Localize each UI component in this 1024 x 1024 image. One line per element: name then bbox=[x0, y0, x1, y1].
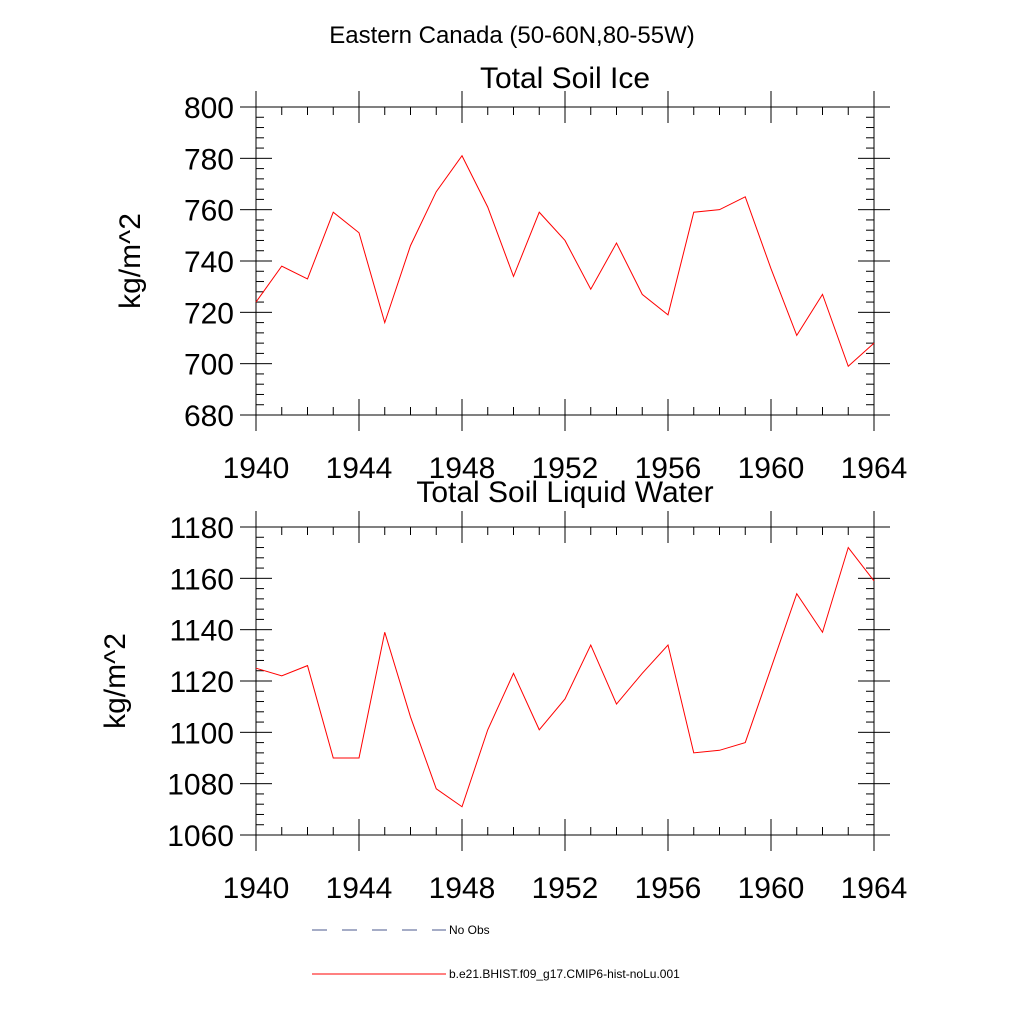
figure-title: Eastern Canada (50-60N,80-55W) bbox=[329, 22, 695, 49]
panel-title: Total Soil Ice bbox=[480, 62, 650, 95]
y-axis-label: kg/m^2 bbox=[99, 633, 132, 729]
y-tick-label: 700 bbox=[184, 349, 234, 382]
x-tick-label: 1960 bbox=[738, 872, 805, 905]
plot-frame bbox=[255, 106, 875, 416]
y-tick-label: 680 bbox=[184, 400, 234, 433]
x-tick-label: 1948 bbox=[429, 452, 496, 485]
x-tick-label: 1948 bbox=[429, 872, 496, 905]
panel-total-soil-liquid-water: Total Soil Liquid Water kg/m^2 1940 1944 194… bbox=[99, 476, 907, 905]
x-tick-label: 1964 bbox=[841, 452, 908, 485]
x-tick-label: 1944 bbox=[326, 872, 393, 905]
x-tick-label: 1940 bbox=[223, 452, 290, 485]
y-tick-label: 1140 bbox=[169, 615, 234, 648]
y-tick-label: 1160 bbox=[169, 563, 234, 596]
y-tick-label: 1180 bbox=[169, 512, 234, 545]
y-tick-label: 740 bbox=[184, 246, 234, 279]
y-tick-label: 1120 bbox=[169, 666, 234, 699]
legend-label-model: b.e21.BHIST.f09_g17.CMIP6-hist-noLu.001 bbox=[449, 967, 680, 981]
x-tick-label: 1944 bbox=[326, 452, 393, 485]
y-tick-label: 1080 bbox=[167, 769, 234, 802]
y-tick-label: 760 bbox=[184, 195, 234, 228]
panel-total-soil-ice: Total Soil Ice kg/m^2 1940 1944 1948 1952 1956… bbox=[114, 62, 907, 485]
x-tick-label: 1956 bbox=[635, 872, 702, 905]
x-tick-label: 1960 bbox=[738, 452, 805, 485]
x-tick-label: 1952 bbox=[532, 872, 599, 905]
panel-title: Total Soil Liquid Water bbox=[416, 476, 713, 509]
y-axis-label: kg/m^2 bbox=[114, 213, 147, 309]
y-tick-label: 780 bbox=[184, 143, 234, 176]
y-tick-label: 800 bbox=[184, 92, 234, 125]
y-tick-label: 1100 bbox=[169, 717, 234, 750]
series-line bbox=[255, 154, 875, 368]
x-tick-label: 1964 bbox=[841, 872, 908, 905]
y-tick-label: 1060 bbox=[167, 820, 234, 853]
legend-label-no-obs: No Obs bbox=[449, 923, 490, 937]
y-tick-label: 720 bbox=[184, 297, 234, 330]
series-line bbox=[255, 546, 875, 808]
x-tick-label: 1952 bbox=[532, 452, 599, 485]
x-tick-label: 1956 bbox=[635, 452, 702, 485]
x-tick-label: 1940 bbox=[223, 872, 290, 905]
plot-frame bbox=[255, 526, 875, 836]
legend: No Obs b.e21.BHIST.f09_g17.CMIP6-hist-no… bbox=[312, 923, 680, 981]
